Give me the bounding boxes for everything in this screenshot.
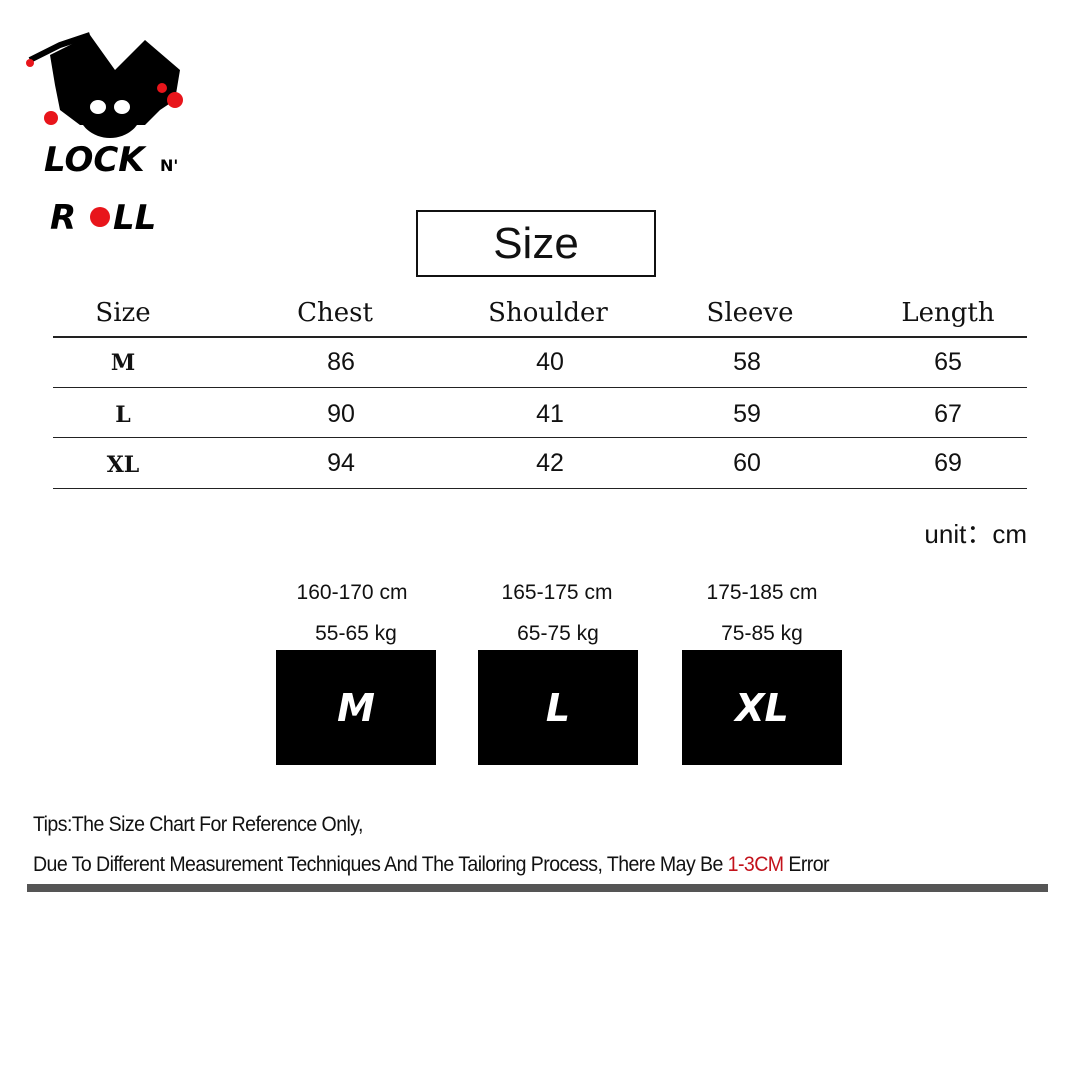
size-cell: XL xyxy=(106,452,140,478)
tips-line-1: Tips:The Size Chart For Reference Only, xyxy=(33,813,363,836)
size-cell: L xyxy=(115,402,131,428)
footer-divider-bar xyxy=(27,884,1048,892)
fit-weight: 65-75 kg xyxy=(517,622,599,645)
length-cell: 65 xyxy=(934,348,962,376)
svg-text:LOCK: LOCK xyxy=(44,140,147,180)
tips-line-2: Due To Different Measurement Techniques … xyxy=(33,853,830,877)
error-range-highlight: 1-3CM xyxy=(727,853,784,876)
size-badge-l: L xyxy=(478,650,638,765)
fit-height: 160-170 cm xyxy=(296,581,408,604)
unit-label: unit：cm xyxy=(924,519,1027,549)
sleeve-cell: 58 xyxy=(733,348,761,376)
header-sleeve: Sleeve xyxy=(706,298,794,328)
divider xyxy=(53,387,1027,388)
divider xyxy=(53,488,1027,489)
tips-text: Due To Different Measurement Techniques … xyxy=(33,853,728,876)
svg-text:LL: LL xyxy=(113,198,156,238)
sleeve-cell: 59 xyxy=(733,400,761,428)
header-shoulder: Shoulder xyxy=(488,298,608,328)
fit-height: 165-175 cm xyxy=(501,581,613,604)
size-badge-xl: XL xyxy=(682,650,842,765)
sleeve-cell: 60 xyxy=(733,449,761,477)
chest-cell: 90 xyxy=(327,400,355,428)
shoulder-cell: 41 xyxy=(536,400,564,428)
length-cell: 67 xyxy=(934,400,962,428)
lock-n-roll-logo: LOCK N' R LL xyxy=(26,32,183,238)
size-cell: M xyxy=(110,350,136,376)
shoulder-cell: 40 xyxy=(536,348,564,376)
svg-text:N': N' xyxy=(160,156,178,175)
divider xyxy=(53,336,1027,338)
tips-text-end: Error xyxy=(783,853,829,876)
fit-height: 175-185 cm xyxy=(706,581,818,604)
header-length: Length xyxy=(901,298,995,328)
svg-text:R: R xyxy=(50,198,76,238)
chest-cell: 86 xyxy=(327,348,355,376)
length-cell: 69 xyxy=(934,449,962,477)
chest-cell: 94 xyxy=(327,449,355,477)
header-size: Size xyxy=(95,298,151,328)
divider xyxy=(53,437,1027,438)
header-chest: Chest xyxy=(297,298,373,328)
fit-weight: 75-85 kg xyxy=(721,622,803,645)
shoulder-cell: 42 xyxy=(536,449,564,477)
page-title: Size xyxy=(416,210,656,277)
size-badge-m: M xyxy=(276,650,436,765)
fit-weight: 55-65 kg xyxy=(315,622,397,645)
